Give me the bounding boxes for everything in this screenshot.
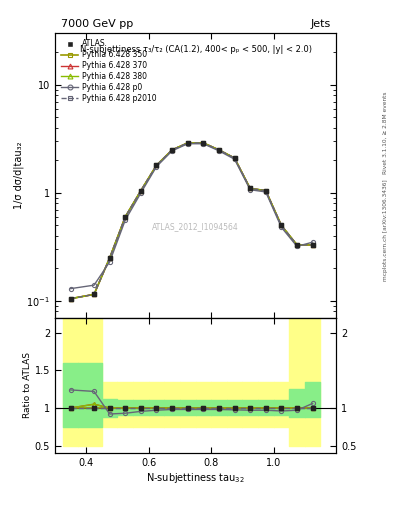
Text: ATLAS_2012_I1094564: ATLAS_2012_I1094564: [152, 222, 239, 231]
X-axis label: N-subjettiness tau$_{32}$: N-subjettiness tau$_{32}$: [146, 471, 245, 485]
Legend: ATLAS, Pythia 6.428 350, Pythia 6.428 370, Pythia 6.428 380, Pythia 6.428 p0, Py: ATLAS, Pythia 6.428 350, Pythia 6.428 37…: [59, 37, 159, 105]
Text: mcplots.cern.ch [arXiv:1306.3436]: mcplots.cern.ch [arXiv:1306.3436]: [383, 180, 387, 281]
Y-axis label: 1/σ dσ/d|tau₃₂: 1/σ dσ/d|tau₃₂: [13, 142, 24, 209]
Text: 7000 GeV pp: 7000 GeV pp: [61, 19, 133, 29]
Text: Jets: Jets: [310, 19, 331, 29]
Y-axis label: Ratio to ATLAS: Ratio to ATLAS: [23, 352, 32, 418]
Text: Rivet 3.1.10, ≥ 2.8M events: Rivet 3.1.10, ≥ 2.8M events: [383, 92, 387, 175]
Text: N-subjettiness τ₃/τ₂ (CA(1.2), 400< pₚ < 500, |y| < 2.0): N-subjettiness τ₃/τ₂ (CA(1.2), 400< pₚ <…: [79, 45, 312, 54]
